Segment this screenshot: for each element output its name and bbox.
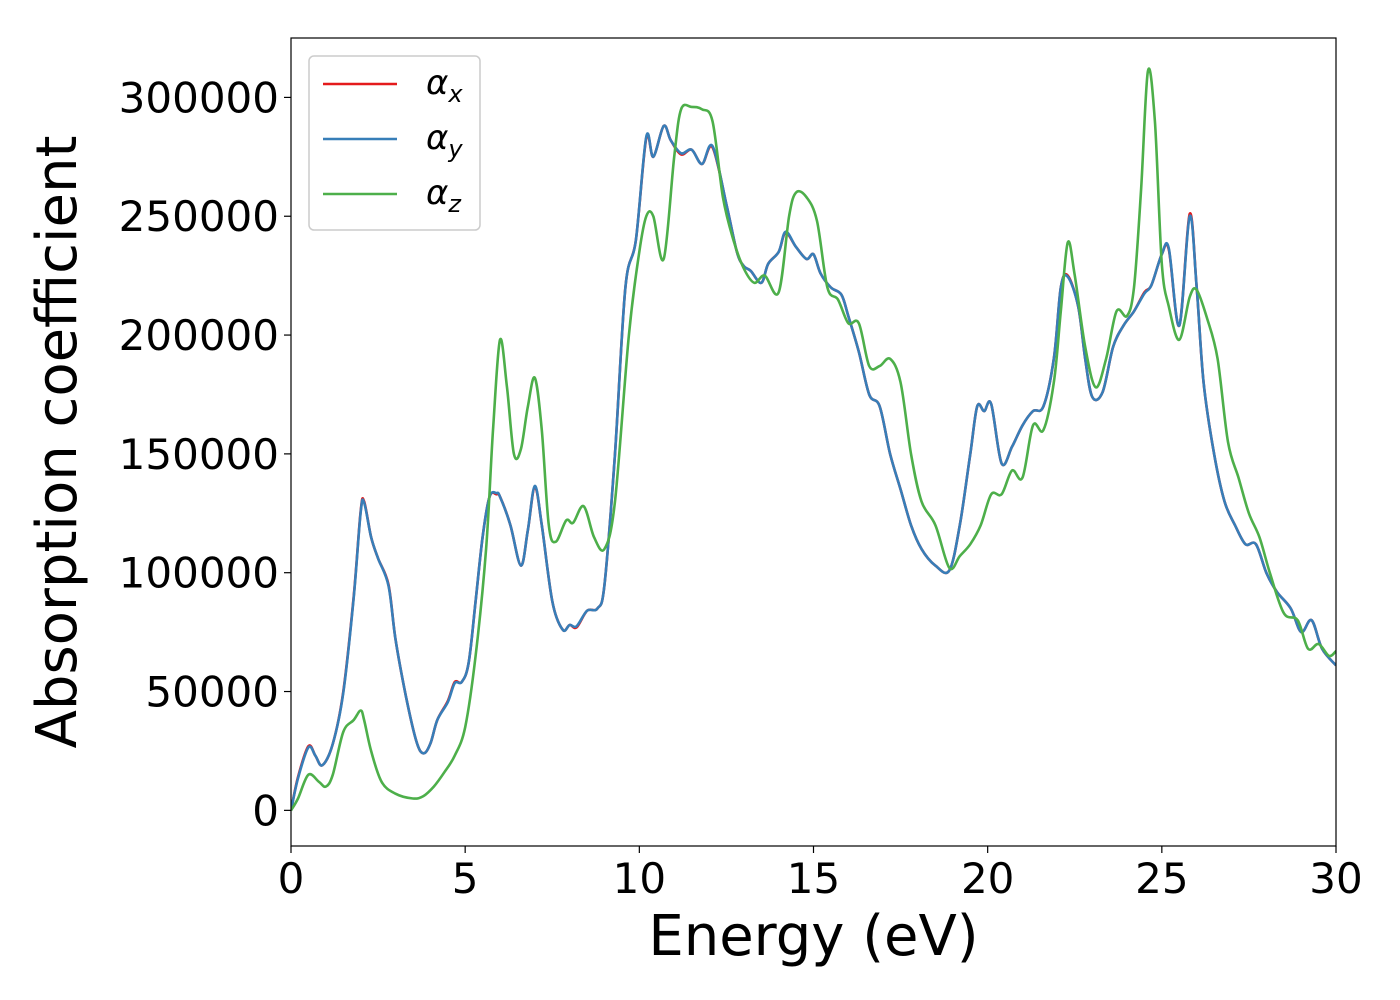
x-tick-label: 25: [1135, 854, 1188, 903]
legend: αx αy αz: [308, 55, 481, 231]
x-axis-title: Energy (eV): [648, 904, 978, 969]
y-tick-label: 250000: [119, 192, 279, 241]
legend-label-z: αz: [426, 173, 462, 218]
y-axis: 0 50000 100000 150000 200000 250000 300000: [119, 73, 291, 835]
y-tick-label: 100000: [119, 549, 279, 598]
legend-label-x: αx: [426, 63, 463, 108]
legend-frame: [308, 55, 481, 231]
y-tick-label: 50000: [145, 668, 279, 717]
y-tick-label: 150000: [119, 430, 279, 479]
y-tick-label: 200000: [119, 311, 279, 360]
series-layer: [291, 67, 1336, 812]
x-tick-label: 10: [613, 854, 666, 903]
legend-label-y: αy: [426, 118, 463, 163]
x-tick-label: 5: [452, 854, 479, 903]
series-line-z: [291, 67, 1336, 812]
x-tick-label: 15: [787, 854, 840, 903]
x-axis: 0 5 10 15 20 25 30: [278, 846, 1363, 903]
series-line-y: [291, 124, 1336, 811]
y-axis-title: Absorption coefficient: [25, 136, 90, 749]
y-tick-label: 300000: [119, 73, 279, 122]
x-tick-label: 20: [961, 854, 1014, 903]
x-tick-label: 0: [278, 854, 305, 903]
y-tick-label: 0: [252, 786, 279, 835]
x-tick-label: 30: [1309, 854, 1362, 903]
